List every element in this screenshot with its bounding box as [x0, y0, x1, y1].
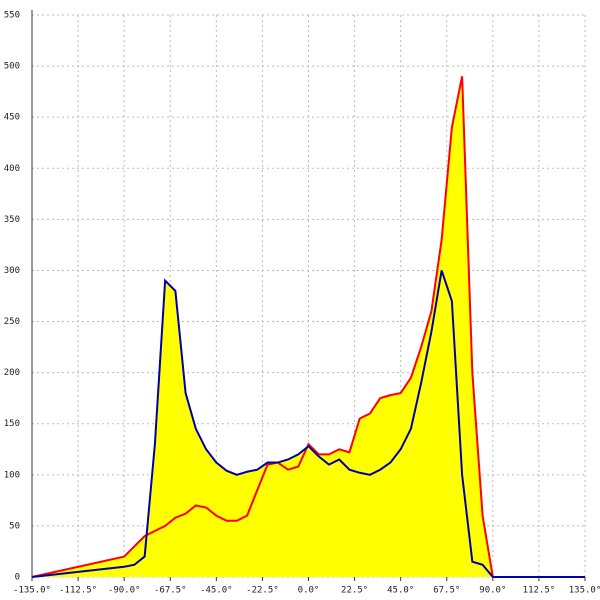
x-tick-label: 67.5° [433, 586, 460, 596]
line [31, 270, 585, 578]
y-tick-label: 450 [4, 113, 20, 123]
y-tick-label: 0 [15, 573, 20, 583]
y-tick-label: 300 [4, 266, 20, 276]
x-tick-label: 135.0° [569, 586, 600, 596]
x-tick-label: -45.0° [200, 586, 233, 596]
x-tick-label: 112.5° [523, 586, 556, 596]
x-tick-label: 0.0° [298, 586, 320, 596]
y-tick-label: 150 [4, 419, 20, 429]
lines [31, 76, 585, 578]
x-tick-label: -67.5° [154, 586, 187, 596]
x-tick-label: 90.0° [479, 586, 506, 596]
y-tick-label: 250 [4, 317, 20, 327]
y-tick-label: 50 [9, 521, 20, 531]
x-tick-label: 45.0° [387, 586, 414, 596]
x-tick-label: -135.0° [13, 586, 51, 596]
y-tick-label: 550 [4, 11, 20, 21]
x-tick-label: -22.5° [246, 586, 279, 596]
y-tick-label: 350 [4, 215, 20, 225]
y-tick-label: 400 [4, 164, 20, 174]
areas [32, 76, 585, 578]
line [31, 76, 585, 578]
y-tick-label: 200 [4, 368, 20, 378]
x-tick-label: 22.5° [341, 586, 368, 596]
x-tick-label: -90.0° [108, 586, 141, 596]
y-tick-label: 500 [4, 62, 20, 72]
x-tick-label: -112.5° [59, 586, 97, 596]
area [32, 270, 585, 577]
y-tick-label: 100 [4, 470, 20, 480]
